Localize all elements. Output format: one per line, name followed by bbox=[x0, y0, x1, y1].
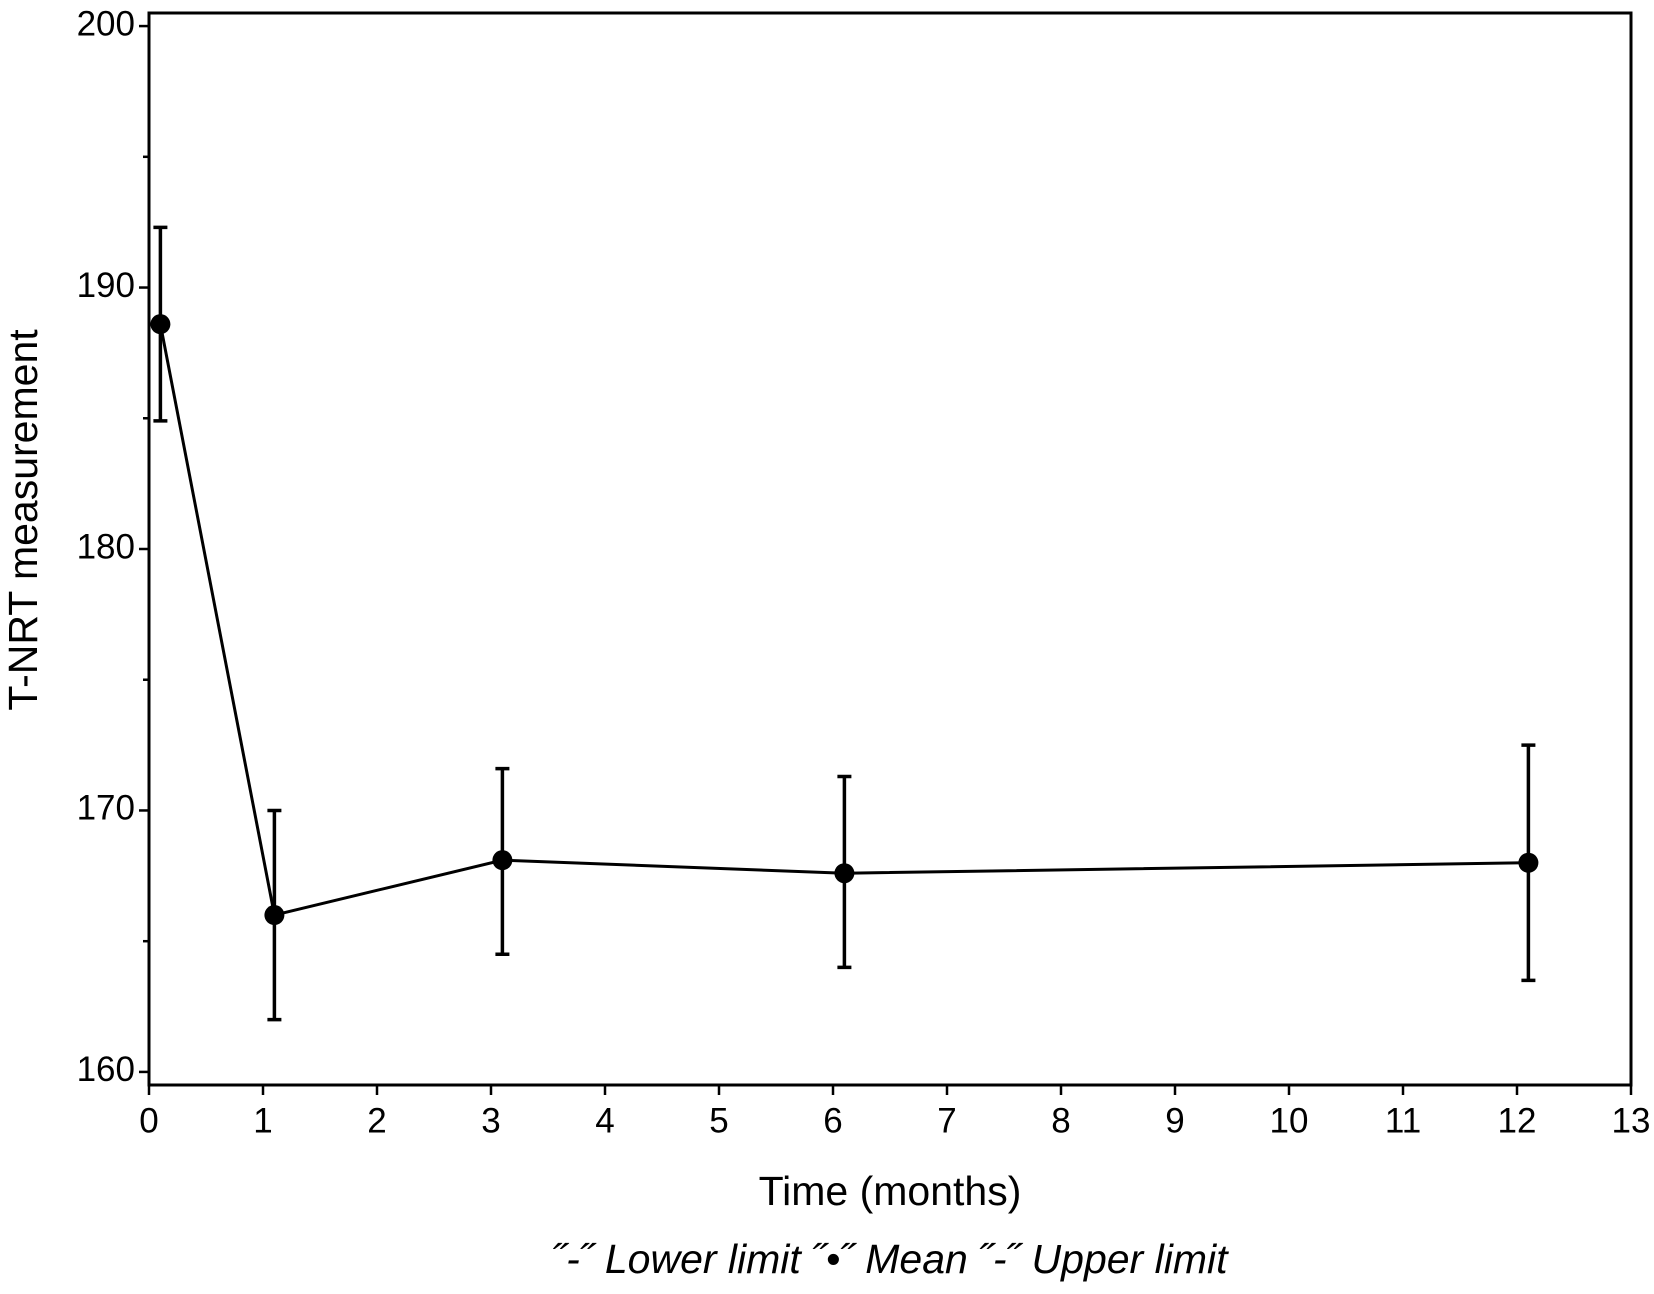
x-tick-label: 8 bbox=[1051, 1101, 1070, 1140]
x-tick-label: 0 bbox=[139, 1101, 158, 1140]
mean-point bbox=[1518, 852, 1539, 873]
x-tick-label: 11 bbox=[1385, 1101, 1421, 1140]
y-tick-label: 170 bbox=[77, 789, 135, 828]
mean-point bbox=[492, 850, 513, 871]
x-axis-label: Time (months) bbox=[759, 1168, 1022, 1214]
x-tick-label: 10 bbox=[1270, 1101, 1309, 1140]
x-tick-label: 5 bbox=[709, 1101, 728, 1140]
y-tick-label: 180 bbox=[77, 527, 135, 566]
y-tick-label: 160 bbox=[77, 1050, 135, 1089]
x-tick-label: 3 bbox=[481, 1101, 500, 1140]
x-tick-label: 9 bbox=[1165, 1101, 1184, 1140]
x-tick-label: 12 bbox=[1498, 1101, 1537, 1140]
x-tick-label: 7 bbox=[937, 1101, 956, 1140]
legend-caption: ˝-˝ Lower limit ˝•˝ Mean ˝-˝ Upper limit bbox=[553, 1236, 1230, 1282]
x-tick-label: 1 bbox=[253, 1101, 272, 1140]
y-axis-label: T-NRT measurement bbox=[0, 329, 46, 711]
x-tick-label: 2 bbox=[367, 1101, 386, 1140]
x-tick-label: 13 bbox=[1612, 1101, 1651, 1140]
mean-point bbox=[264, 905, 285, 926]
mean-point bbox=[150, 314, 171, 335]
mean-point bbox=[834, 863, 855, 884]
x-tick-label: 6 bbox=[823, 1101, 842, 1140]
plot-frame bbox=[147, 11, 1633, 1087]
y-tick-label: 200 bbox=[77, 4, 135, 43]
x-tick-label: 4 bbox=[595, 1101, 614, 1140]
y-tick-label: 190 bbox=[77, 266, 135, 305]
